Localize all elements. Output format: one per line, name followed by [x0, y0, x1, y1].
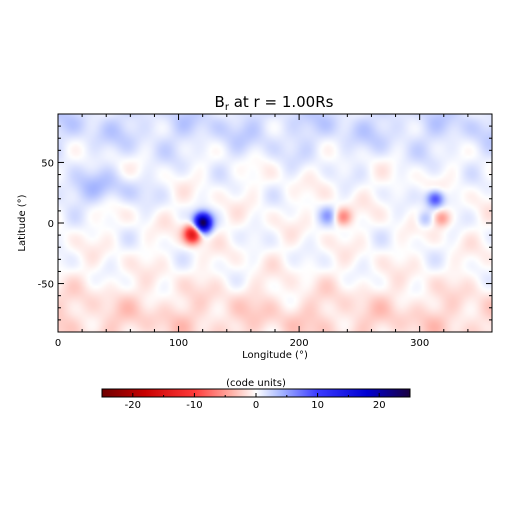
y-axis-ticks: -50 0 50: [38, 113, 492, 333]
chart-title-subscript: r: [225, 102, 230, 113]
colorbar-ticks: -20 -10 0 10 20: [101, 393, 411, 411]
x-tick-label: 200: [290, 338, 309, 349]
x-tick-label: 100: [169, 338, 188, 349]
x-tick-label: 300: [410, 338, 429, 349]
x-axis-label: Longitude (°): [242, 350, 308, 361]
colorbar-tick-label: 20: [373, 400, 386, 411]
colorbar-tick-label: 0: [253, 400, 259, 411]
y-axis-label: Latitude (°): [17, 194, 28, 251]
chart-title-main: B: [215, 93, 225, 111]
y-tick-label: -50: [38, 280, 54, 291]
colorbar-tick-label: -20: [125, 400, 141, 411]
colorbar-label: (code units): [226, 378, 286, 389]
heatmap-image: [58, 114, 492, 332]
chart-title: Br at r = 1.00Rs: [215, 93, 334, 113]
y-tick-label: 0: [48, 219, 54, 230]
y-tick-label: 50: [41, 158, 54, 169]
x-tick-label: 0: [55, 338, 61, 349]
colorbar-tick-label: -10: [186, 400, 202, 411]
colorbar-tick-label: 10: [311, 400, 324, 411]
chart-title-suffix: at r = 1.00Rs: [229, 93, 334, 111]
